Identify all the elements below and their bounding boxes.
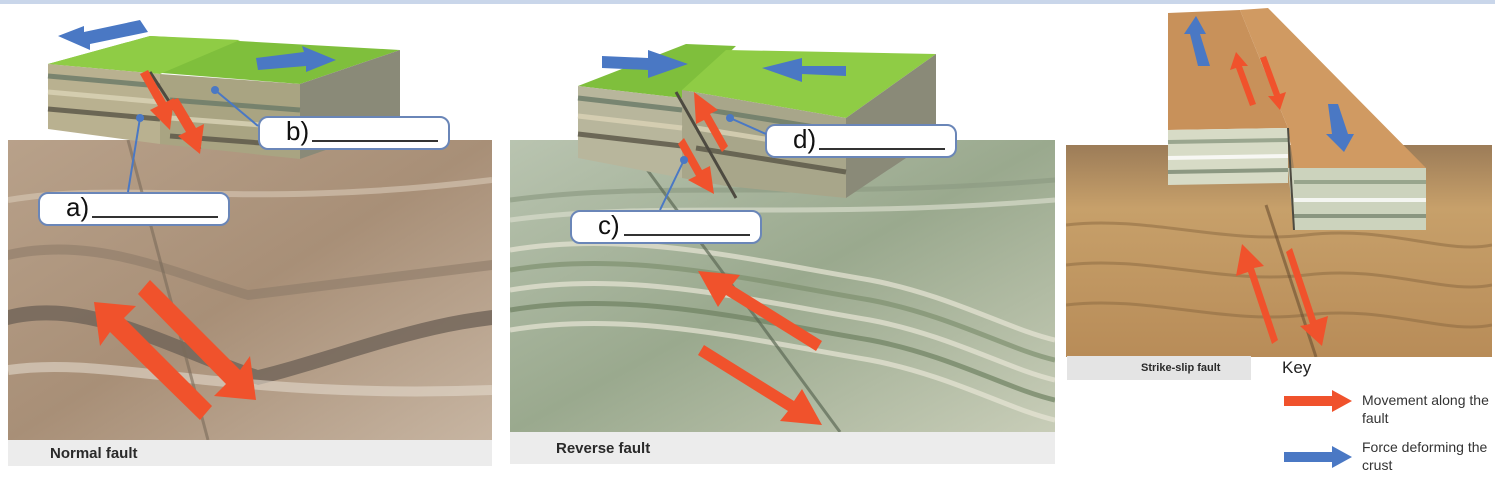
normal-caption-bar	[8, 440, 492, 466]
label-d-blank	[819, 148, 945, 150]
reverse-fault-block	[576, 28, 936, 208]
strike-movement-arrows	[1236, 244, 1328, 346]
normal-fault-caption: Normal fault	[50, 445, 138, 462]
movement-arrow-icon	[1284, 390, 1352, 412]
strike-slip-block	[1158, 8, 1438, 238]
top-border	[0, 0, 1495, 4]
normal-fault-block	[40, 14, 420, 184]
strike-caption-bar	[1067, 356, 1251, 380]
label-a-text: a)	[66, 192, 90, 222]
label-c-text: c)	[598, 210, 620, 240]
label-box-c[interactable]: c)	[570, 210, 762, 244]
label-b-blank	[312, 140, 438, 142]
reverse-fault-caption: Reverse fault	[556, 440, 651, 457]
key-movement-text: Movement along the fault	[1362, 392, 1489, 426]
key-force-text: Force deforming the crust	[1362, 439, 1488, 473]
label-d-text: d)	[793, 124, 817, 154]
strike-slip-caption: Strike-slip fault	[1141, 362, 1221, 374]
key-title: Key	[1282, 358, 1312, 377]
reverse-caption-bar	[510, 432, 1055, 464]
label-b-text: b)	[286, 116, 310, 146]
normal-movement-arrows	[94, 280, 256, 420]
label-box-b[interactable]: b)	[258, 116, 450, 150]
label-c-blank	[624, 234, 750, 236]
label-box-a[interactable]: a)	[38, 192, 230, 226]
force-arrow-icon	[1284, 446, 1352, 468]
label-a-blank	[92, 216, 218, 218]
reverse-movement-arrows	[698, 271, 822, 425]
label-box-d[interactable]: d)	[765, 124, 957, 158]
